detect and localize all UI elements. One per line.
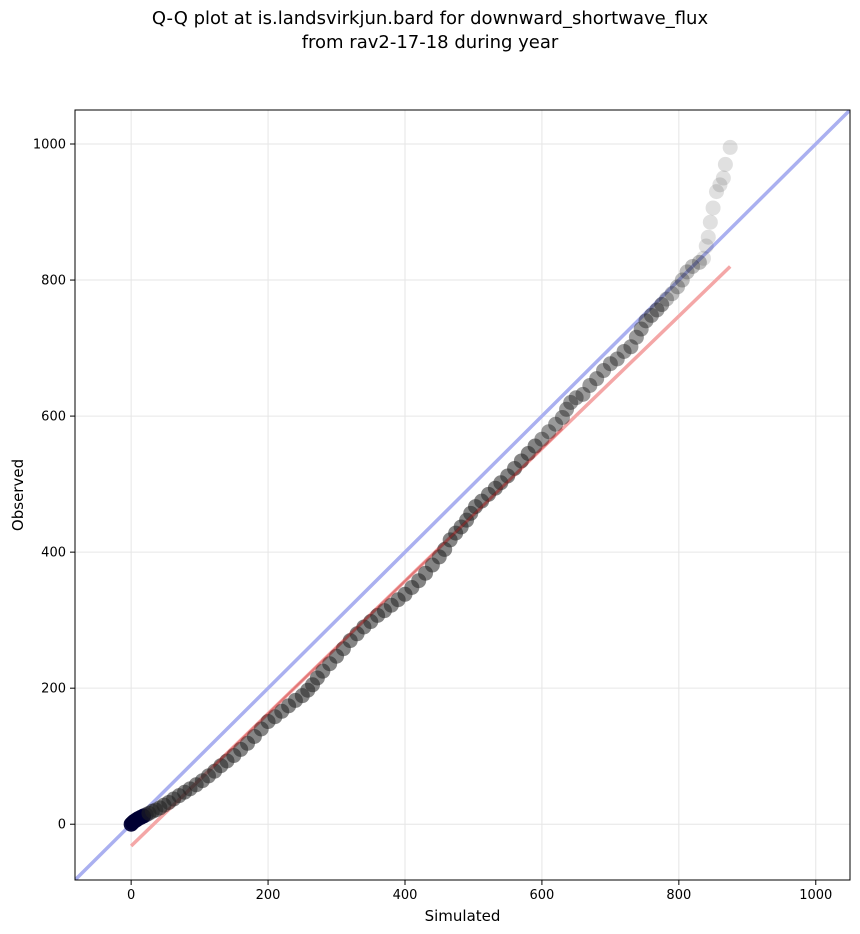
data-point	[705, 200, 721, 216]
y-tick-label-3: 600	[41, 410, 66, 425]
data-point	[534, 431, 550, 447]
data-point	[638, 313, 654, 329]
y-tick-label-0: 0	[58, 818, 66, 833]
data-point	[717, 156, 733, 172]
data-point	[633, 321, 649, 337]
y-tick-label-1: 200	[41, 682, 66, 697]
data-point	[582, 377, 598, 393]
data-point	[712, 177, 728, 193]
x-tick-label-5: 1000	[799, 888, 832, 903]
data-point	[541, 424, 557, 440]
data-point	[559, 401, 575, 417]
data-point	[659, 291, 675, 307]
data-point	[669, 279, 685, 295]
x-tick-label-2: 400	[393, 888, 418, 903]
chart-title-line2: from rav2-17-18 during year	[301, 32, 559, 53]
y-tick-label-5: 1000	[33, 138, 66, 153]
data-point	[609, 351, 625, 367]
data-point	[568, 390, 584, 406]
x-tick-label-3: 600	[530, 888, 555, 903]
data-point	[708, 184, 724, 200]
data-point	[695, 250, 711, 266]
axes-frame	[74, 109, 851, 881]
x-axis-label: Simulated	[425, 907, 501, 925]
data-point	[643, 307, 659, 323]
plot-area	[75, 110, 850, 880]
data-point	[702, 214, 718, 230]
data-point	[700, 229, 716, 245]
data-point	[527, 438, 543, 454]
data-point	[649, 302, 665, 318]
data-point	[628, 329, 644, 345]
reference-line-1to1	[75, 110, 850, 880]
data-point	[654, 297, 670, 313]
y-axis-label: Observed	[9, 459, 27, 531]
data-point	[554, 409, 570, 425]
x-tick-label-4: 800	[666, 888, 691, 903]
data-point	[715, 170, 731, 186]
data-point	[596, 363, 612, 379]
fit-line-overlay	[212, 428, 564, 768]
data-point	[623, 339, 639, 355]
data-point	[722, 139, 738, 155]
data-point	[563, 394, 579, 410]
data-point	[589, 371, 605, 387]
data-point	[664, 286, 680, 302]
x-tick-label-0: 0	[127, 888, 135, 903]
y-tick-label-4: 800	[41, 274, 66, 289]
data-point	[679, 264, 695, 280]
data-point	[575, 386, 591, 402]
data-point	[602, 356, 618, 372]
chart-title-line1: Q-Q plot at is.landsvirkjun.bard for dow…	[151, 8, 709, 29]
data-point	[691, 254, 707, 270]
data-point	[685, 258, 701, 274]
data-point	[674, 272, 690, 288]
data-point	[616, 343, 632, 359]
data-point	[698, 238, 714, 254]
y-tick-label-2: 400	[41, 546, 66, 561]
x-tick-label-1: 200	[256, 888, 281, 903]
data-point	[548, 416, 564, 432]
